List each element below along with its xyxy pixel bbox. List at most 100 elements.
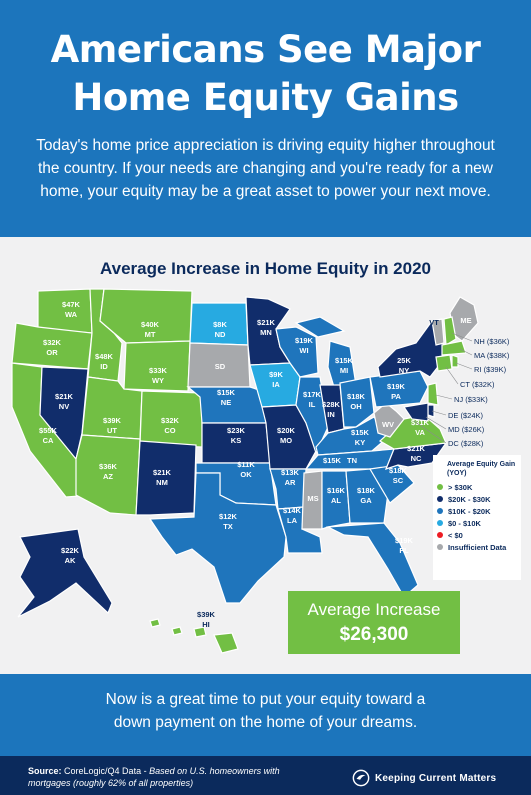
label-mi-value: $15K — [335, 356, 354, 365]
callout-ma: MA ($38K) — [474, 351, 510, 360]
state-nj — [427, 382, 439, 406]
label-oh-abbr: OH — [350, 402, 361, 411]
source-label: Source: — [28, 766, 62, 776]
state-al — [321, 470, 351, 530]
legend-item-below-0: < $0 — [433, 529, 521, 541]
bottom-line-2: down payment on the home of your dreams. — [113, 714, 418, 731]
label-ne-abbr: NE — [221, 398, 231, 407]
intro-text: Today's home price appreciation is drivi… — [36, 137, 495, 200]
label-ar-abbr: AR — [285, 478, 296, 487]
label-wi-value: $19K — [295, 336, 314, 345]
legend-item-0-10k: $0 - $10K — [433, 517, 521, 529]
label-ne-value: $15K — [217, 388, 236, 397]
label-ak-abbr: AK — [65, 556, 76, 565]
average-increase-box: Average Increase $26,300 — [288, 591, 460, 654]
label-vt-abbr: VT — [429, 318, 439, 327]
state-wy — [123, 340, 191, 392]
label-ny-value: 25K — [397, 356, 411, 365]
label-pa-abbr: PA — [391, 392, 401, 401]
legend-label: $0 - $10K — [448, 518, 481, 528]
leader-ma — [459, 348, 473, 356]
legend-item-insufficient: Insufficient Data — [433, 541, 521, 553]
label-ut-abbr: UT — [107, 426, 117, 435]
state-ak — [17, 528, 113, 618]
state-vt — [431, 318, 445, 346]
label-mn-value: $21K — [257, 318, 276, 327]
label-hi-abbr: HI — [202, 620, 210, 629]
label-nd-value: $8K — [213, 320, 227, 329]
label-me-abbr: ME — [460, 316, 471, 325]
label-sc-value: $18K — [389, 466, 408, 475]
brand-name: Keeping Current Matters — [375, 772, 497, 784]
label-nv-abbr: NV — [59, 402, 69, 411]
label-il-abbr: IL — [309, 400, 316, 409]
leader-nj — [435, 394, 453, 400]
label-ok-value: $11K — [237, 460, 255, 469]
label-or-abbr: OR — [46, 348, 58, 357]
label-nv-value: $21K — [55, 392, 74, 401]
page-title: Americans See Major Home Equity Gains — [0, 0, 531, 122]
label-la-abbr: LA — [287, 516, 298, 525]
label-wy-abbr: WY — [152, 376, 164, 385]
label-ny-abbr: NY — [399, 366, 409, 375]
legend-item-over-30k: > $30K — [433, 481, 521, 493]
label-ca-value: $55K — [39, 426, 58, 435]
source-detail: Based on U.S. homeowners with mortgages … — [28, 766, 280, 788]
label-wi-abbr: WI — [299, 346, 308, 355]
state-ri — [451, 354, 459, 368]
state-il — [295, 376, 329, 455]
label-or-value: $32K — [43, 338, 62, 347]
label-mo-abbr: MO — [280, 436, 292, 445]
label-mt-abbr: MT — [145, 330, 156, 339]
bottom-banner: Now is a great time to put your equity t… — [0, 674, 531, 756]
footer: Source: CoreLogic/Q4 Data - Based on U.S… — [0, 756, 531, 795]
label-fl-abbr: FL — [399, 546, 409, 555]
label-wy-value: $33K — [149, 366, 168, 375]
label-il-value: $17K — [303, 390, 322, 399]
label-wa-abbr: WA — [65, 310, 78, 319]
label-ok-abbr: OK — [240, 470, 252, 479]
label-oh-value: $18K — [347, 392, 366, 401]
state-ma — [441, 340, 467, 356]
legend-label: > $30K — [448, 482, 473, 492]
callout-ri: RI ($39K) — [474, 365, 507, 374]
legend-swatch — [437, 508, 443, 514]
bottom-line-1: Now is a great time to put your equity t… — [105, 691, 426, 708]
label-co-value: $32K — [161, 416, 180, 425]
legend-label: $20K - $30K — [448, 494, 491, 504]
legend-label: < $0 — [448, 530, 463, 540]
label-ky-value: $15K — [351, 428, 370, 437]
state-mi-upper — [294, 316, 346, 338]
leader-de — [431, 410, 447, 416]
state-nh — [443, 316, 457, 347]
label-in-abbr: IN — [327, 410, 335, 419]
legend-item-20k-30k: $20K - $30K — [433, 493, 521, 505]
label-ky-abbr: KY — [355, 438, 365, 447]
state-az — [75, 434, 141, 516]
label-hi-value: $39K — [197, 610, 216, 619]
label-la-value: $14K — [283, 506, 302, 515]
legend-label: Insufficient Data — [448, 542, 507, 552]
label-mo-value: $20K — [277, 426, 296, 435]
label-ks-abbr: KS — [231, 436, 241, 445]
state-de — [427, 404, 435, 418]
label-wv-abbr: WV — [382, 420, 394, 429]
callout-md: MD ($26K) — [448, 425, 485, 434]
label-id-value: $48K — [95, 352, 114, 361]
label-id-abbr: ID — [100, 362, 108, 371]
label-az-value: $36K — [99, 462, 118, 471]
state-hi-3 — [213, 632, 239, 654]
state-nm — [135, 440, 197, 516]
callout-nj: NJ ($33K) — [454, 395, 488, 404]
state-hi-2 — [193, 626, 207, 638]
label-al-abbr: AL — [331, 496, 341, 505]
label-tx-value: $12K — [219, 512, 238, 521]
legend-item-10k-20k: $10K - $20K — [433, 505, 521, 517]
label-nc-value: $21K — [407, 444, 426, 453]
us-map: $47K WA $32K OR $55K CA $21K NV $48K ID … — [11, 288, 510, 654]
label-ak-value: $22K — [61, 546, 80, 555]
label-ks-value: $23K — [227, 426, 246, 435]
state-tx — [148, 472, 287, 604]
label-sc-abbr: SC — [393, 476, 404, 485]
state-fl — [325, 522, 419, 598]
